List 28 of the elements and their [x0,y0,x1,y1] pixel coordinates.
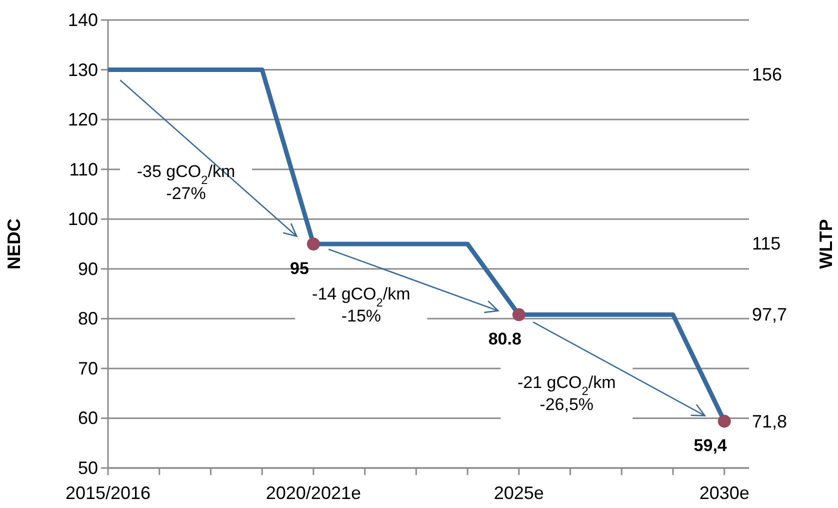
y-tick-label: 50 [78,458,98,478]
y2-tick-label: 115 [752,233,781,254]
y-axis-title: NEDC [4,218,24,270]
y2-tick-label: 71,8 [752,411,788,432]
y-tick-label: 70 [78,358,98,378]
point [306,238,320,250]
annotation: -21 gCO$_{2}$/km -26,5% [517,372,616,414]
x-tick-label: 2025e [494,483,544,503]
data-label: 80.8 [488,330,522,349]
annotation: -14 gCO$_{2}$/km -15% [312,284,410,326]
x-tick-label: 2015/2016 [65,483,151,503]
y-tick-label: 60 [78,408,98,428]
y-tick-label: 130 [68,60,98,80]
y-tick-label: 110 [69,159,98,180]
x-tick-label: 2020/2021e [266,483,362,503]
y-tick-label: 80 [78,308,98,329]
point [512,308,526,322]
y-tick-label: 140 [68,10,98,30]
data-label: 95 [290,259,309,278]
y-tick-label: 90 [78,258,98,279]
y2-tick-label: 156 [752,64,782,85]
y2-tick-label: 97,7 [752,304,788,325]
y2-axis-title: WLTP [816,219,836,269]
y-tick-label: 120 [68,110,98,130]
data-label: 59,4 [694,436,728,456]
y-tick-label: 100 [68,209,98,230]
point [718,414,731,428]
x-tick-label: 2030e [699,483,750,503]
